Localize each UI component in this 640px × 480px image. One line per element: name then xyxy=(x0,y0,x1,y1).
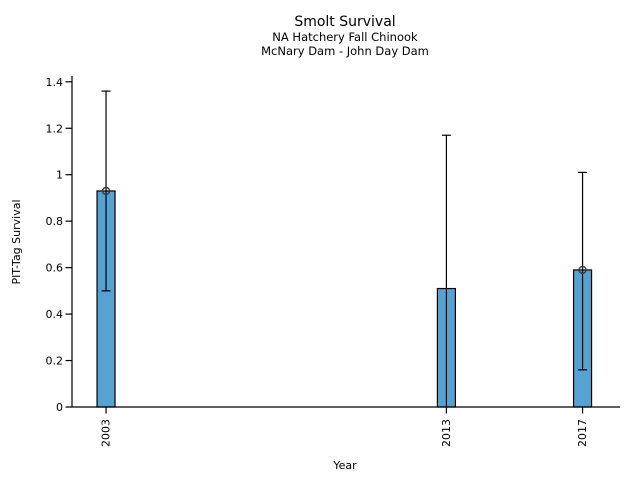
chart-subtitle-stock: NA Hatchery Fall Chinook xyxy=(272,30,418,44)
y-tick-label: 0.4 xyxy=(46,308,64,321)
y-tick-label: 1.2 xyxy=(46,122,64,135)
y-axis-label: PIT-Tag Survival xyxy=(10,199,23,284)
x-axis-label: Year xyxy=(332,459,357,472)
x-tick-label: 2013 xyxy=(440,419,453,447)
survival-point-marker xyxy=(578,265,587,275)
x-tick-label: 2003 xyxy=(100,419,113,447)
y-tick-label: 0.6 xyxy=(46,262,64,275)
y-tick-label: 1.4 xyxy=(46,76,64,89)
y-tick-label: 0 xyxy=(56,401,63,414)
y-tick-label: 0.2 xyxy=(46,355,64,368)
y-tick-label: 1 xyxy=(56,169,63,182)
survival-point-marker xyxy=(101,186,111,196)
error-bars-layer xyxy=(101,90,588,407)
y-tick-label: 0.8 xyxy=(46,215,64,228)
ticks-layer: 0 0.2 0.4 0.6 0.8 1 1.2 1.4 2003 2013 2017 xyxy=(46,76,590,447)
chart-title: Smolt Survival xyxy=(294,14,395,30)
x-tick-label: 2017 xyxy=(576,419,589,447)
bars-layer xyxy=(96,190,593,408)
chart-subtitle-reach: McNary Dam - John Day Dam xyxy=(261,44,429,58)
